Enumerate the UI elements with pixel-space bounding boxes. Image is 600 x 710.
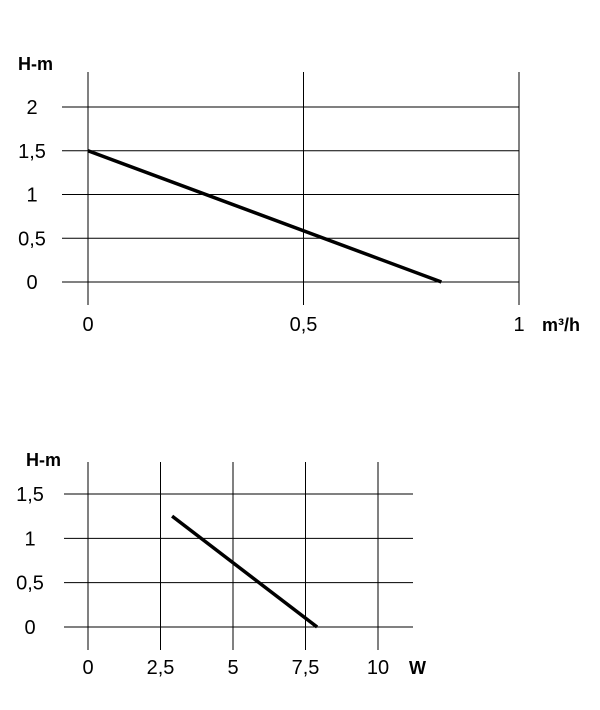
- chart-1-x-tick-label-1: 0,5: [290, 314, 318, 336]
- chart-2-y-tick-label-0: 0: [24, 617, 35, 639]
- chart-2-x-tick-label-2: 5: [227, 657, 238, 679]
- chart-1-y-tick-label-4: 2: [26, 97, 37, 119]
- chart-2-x-tick-label-0: 0: [82, 657, 93, 679]
- chart-1-y-tick-label-1: 0,5: [18, 228, 46, 250]
- chart-1-x-axis-title: m³/h: [542, 315, 580, 335]
- chart-1-x-tick-label-0: 0: [82, 314, 93, 336]
- chart-1-y-tick-label-2: 1: [26, 185, 37, 207]
- chart-1-series-line-0: [87, 149, 443, 284]
- chart-2-y-tick-label-2: 1: [24, 528, 35, 550]
- chart-1-y-axis-title: H-m: [18, 54, 53, 74]
- chart-2-series-line-0: [171, 514, 319, 629]
- chart-2-x-tick-label-3: 7,5: [292, 657, 320, 679]
- chart-1-y-tick-label-0: 0: [26, 272, 37, 294]
- chart-2-y-axis-title: H-m: [26, 450, 61, 470]
- chart-2-x-tick-label-4: 10: [367, 657, 389, 679]
- chart-2-x-axis-title: W: [409, 658, 426, 678]
- chart-1-x-tick-label-2: 1: [513, 314, 524, 336]
- chart-2-y-tick-label-3: 1,5: [16, 484, 44, 506]
- chart-2-x-tick-label-1: 2,5: [147, 657, 175, 679]
- chart-1-y-tick-label-3: 1,5: [18, 141, 46, 163]
- chart-2-y-tick-label-1: 0,5: [16, 573, 44, 595]
